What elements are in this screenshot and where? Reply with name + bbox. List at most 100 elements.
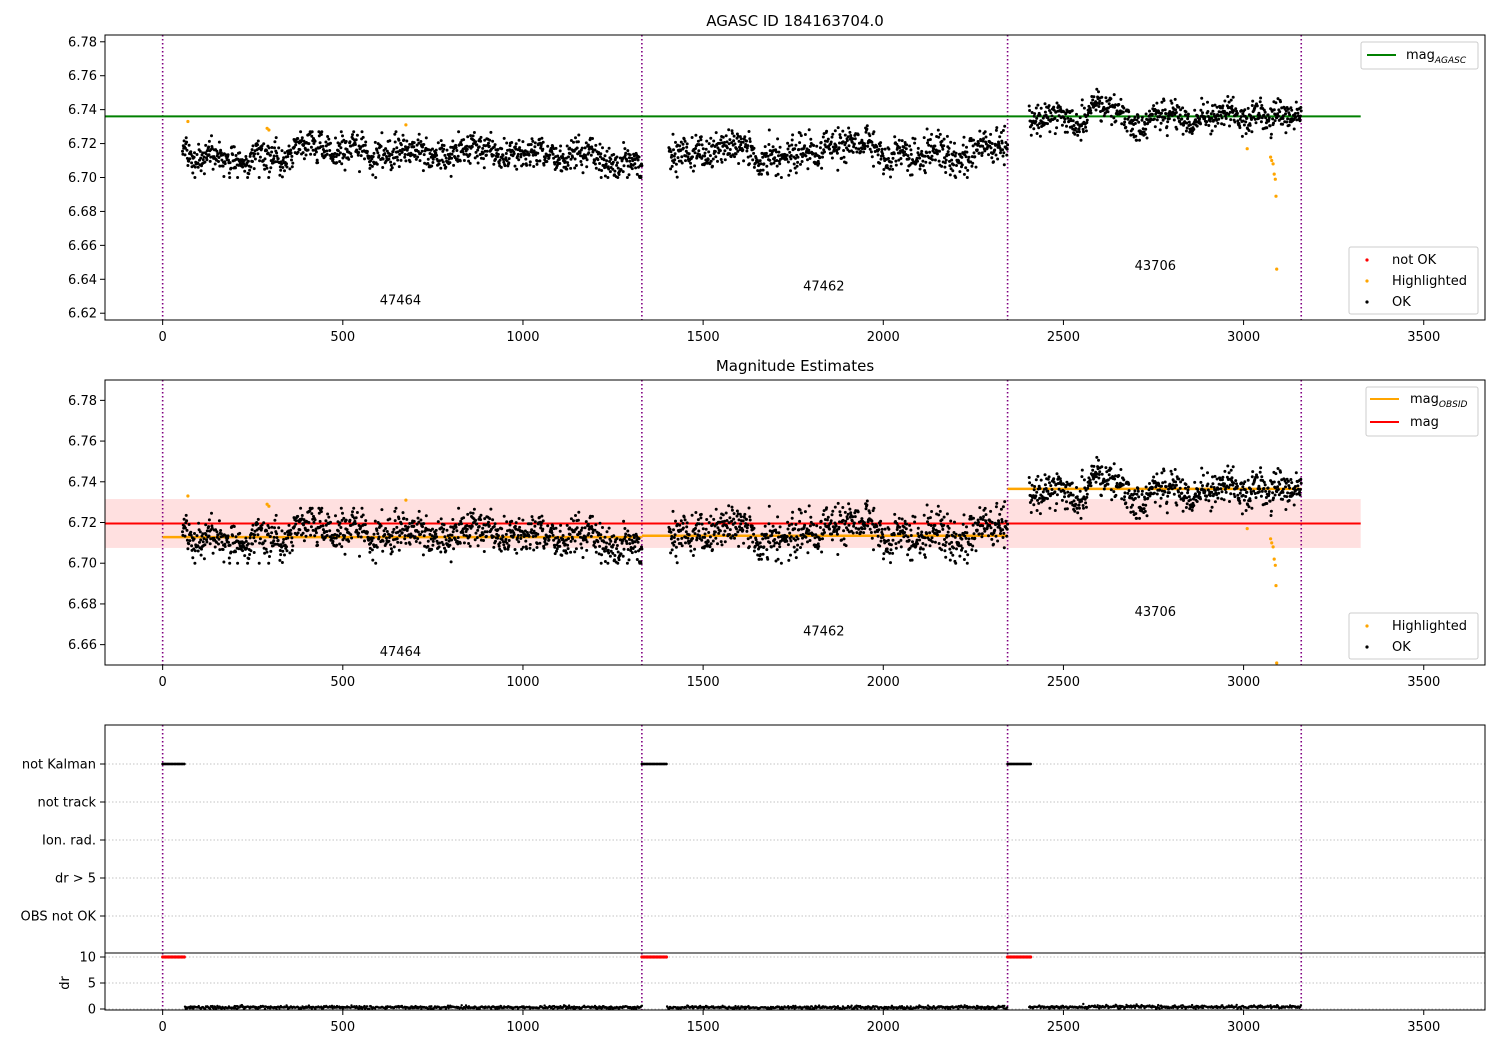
ok-point	[724, 134, 728, 138]
ok-point	[881, 533, 885, 536]
ok-point	[1039, 478, 1043, 482]
ok-point	[586, 143, 590, 147]
ok-point	[1100, 95, 1104, 99]
ok-point	[718, 520, 722, 524]
ok-point	[533, 145, 537, 149]
ok-point	[1029, 511, 1033, 514]
ok-point	[1250, 104, 1254, 107]
ok-point	[310, 512, 314, 516]
ok-point	[551, 152, 555, 156]
ok-point	[325, 149, 329, 153]
ok-point	[262, 142, 266, 146]
ok-point	[574, 514, 577, 517]
ok-point	[499, 549, 503, 553]
ok-point	[272, 535, 276, 539]
ok-point	[1217, 117, 1221, 121]
ok-point	[309, 525, 313, 529]
ok-point	[882, 557, 885, 561]
ok-point	[403, 155, 407, 159]
ok-point	[1030, 123, 1034, 127]
ok-point	[836, 553, 840, 556]
ok-point	[627, 173, 631, 177]
ok-point	[1112, 490, 1116, 494]
ok-point	[627, 156, 631, 160]
ok-point	[281, 549, 285, 553]
ok-point	[701, 147, 705, 151]
ok-point	[264, 164, 268, 168]
ok-point	[227, 540, 230, 544]
ok-point	[1246, 106, 1250, 110]
ok-point	[673, 152, 677, 156]
ok-point	[474, 140, 478, 144]
ok-point	[476, 528, 480, 532]
ok-point	[469, 511, 473, 515]
ok-point	[507, 161, 511, 165]
ok-point	[813, 154, 817, 158]
ok-point	[1264, 116, 1268, 120]
ok-point	[808, 524, 812, 528]
ok-point	[338, 542, 342, 546]
ok-point	[278, 549, 282, 552]
ok-point	[338, 521, 342, 525]
ok-point	[967, 537, 971, 541]
ok-point	[573, 166, 577, 170]
ok-point	[227, 556, 231, 560]
ok-point	[796, 537, 800, 541]
ok-point	[309, 145, 313, 149]
ok-point	[1234, 107, 1238, 111]
ok-point	[993, 148, 997, 152]
ok-point	[573, 539, 577, 543]
ok-point	[1178, 113, 1182, 117]
ok-point	[533, 524, 537, 528]
ok-point	[413, 535, 417, 539]
ok-point	[1129, 510, 1133, 514]
ok-point	[1032, 488, 1036, 492]
ok-point	[1150, 112, 1154, 116]
ok-point	[541, 140, 545, 144]
ok-point	[1172, 492, 1176, 496]
ok-point	[208, 542, 212, 546]
ok-point	[1032, 127, 1036, 131]
ok-point	[1221, 104, 1225, 108]
ok-point	[574, 136, 577, 140]
ok-point	[551, 533, 555, 537]
ok-point	[852, 142, 856, 146]
ok-point	[1082, 106, 1086, 110]
ok-point	[865, 499, 869, 503]
ok-point	[1145, 136, 1149, 140]
ok-point	[363, 143, 367, 147]
ok-point	[273, 518, 277, 522]
ok-point	[580, 546, 584, 550]
ok-point	[732, 134, 736, 138]
ok-point	[465, 144, 469, 148]
ok-point	[993, 528, 997, 532]
ok-point	[207, 153, 211, 157]
ok-point	[727, 504, 731, 508]
ok-point	[635, 172, 639, 176]
ok-point	[244, 536, 248, 540]
ok-point	[193, 532, 196, 535]
ok-point	[1190, 508, 1194, 512]
ok-point	[287, 144, 291, 148]
ok-point	[891, 538, 895, 542]
ok-point	[370, 164, 374, 168]
ok-point	[1135, 138, 1139, 142]
ok-point	[899, 538, 903, 542]
ok-point	[617, 558, 621, 562]
ok-point	[818, 146, 822, 150]
ok-point	[220, 540, 224, 544]
ok-point	[1110, 498, 1114, 502]
ok-point	[1248, 123, 1252, 127]
ok-point	[465, 153, 468, 156]
ok-point	[403, 153, 407, 156]
ok-point	[338, 532, 342, 536]
ok-point	[697, 529, 701, 533]
ok-point	[703, 535, 707, 539]
ok-point	[1178, 486, 1182, 490]
ok-point	[390, 166, 394, 170]
ok-point	[1185, 502, 1189, 506]
ok-point	[301, 531, 305, 535]
ok-point	[517, 517, 521, 520]
ok-point	[431, 543, 435, 547]
ok-point	[904, 147, 908, 151]
